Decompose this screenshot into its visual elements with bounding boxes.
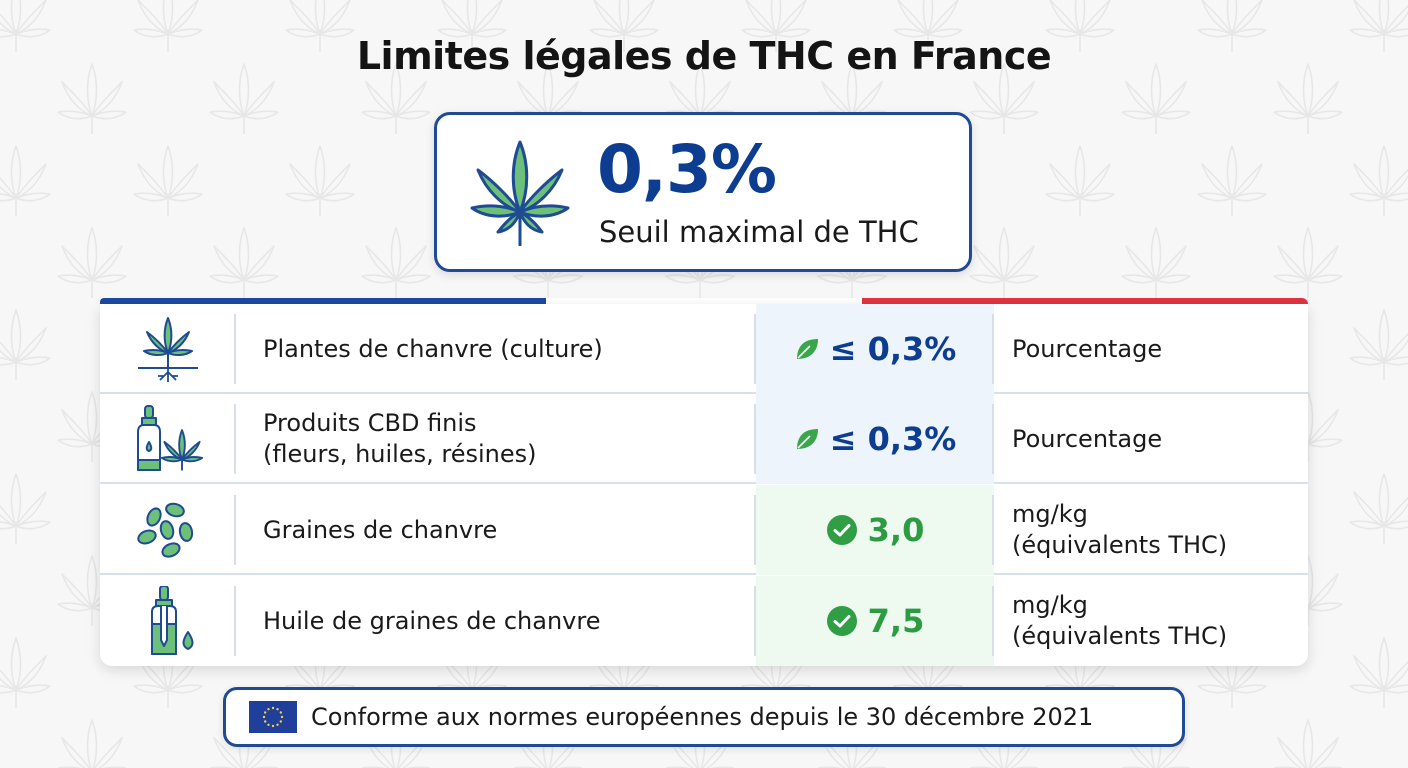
flag-stripe-red [862,298,1308,304]
cannabis-leaf-icon [470,140,570,246]
threshold-value: 0,3% [597,131,777,208]
product-label: Produits CBD finis (fleurs, huiles, rési… [263,409,537,468]
limit-value: 3,0 [756,485,994,575]
column-divider [754,495,756,565]
threshold-card: 0,3% Seuil maximal de THC [434,112,972,272]
product-label: Graines de chanvre [263,515,498,544]
limit-value-text: 3,0 [867,511,925,549]
column-divider [754,314,756,384]
unit-label: Pourcentage [1012,424,1163,453]
column-divider [234,314,236,384]
thc-limits-table: Plantes de chanvre (culture) ≤ 0,3% Pour… [100,298,1308,666]
column-divider [234,495,236,565]
unit-label: Pourcentage [1012,334,1163,363]
plant-with-roots-icon [138,317,198,382]
table-row: Plantes de chanvre (culture) ≤ 0,3% Pour… [100,304,1308,394]
unit-label: mg/kg (équivalents THC) [1012,500,1228,559]
limit-value-text: ≤ 0,3% [829,420,957,458]
threshold-label: Seuil maximal de THC [599,215,919,249]
table-row: Produits CBD finis (fleurs, huiles, rési… [100,394,1308,484]
column-divider [234,586,236,656]
table-row: Graines de chanvre 3,0 mg/kg (équivalent… [100,485,1308,575]
limit-value: ≤ 0,3% [756,304,994,394]
eu-flag-icon [249,701,297,733]
flag-stripe-blue [100,298,546,304]
limit-value-text: 7,5 [867,602,925,640]
product-label: Huile de graines de chanvre [263,606,601,635]
unit-label: mg/kg (équivalents THC) [1012,591,1228,650]
cbd-bottle-leaf-icon [137,405,204,471]
column-divider [992,314,994,384]
leaf-icon [794,426,820,452]
flag-stripe-white [546,298,862,304]
product-label: Plantes de chanvre (culture) [263,334,603,363]
leaf-icon [794,336,820,362]
check-circle-icon [826,605,858,637]
limit-value: ≤ 0,3% [756,394,994,484]
page-title: Limites légales de THC en France [356,34,1052,78]
column-divider [754,586,756,656]
oil-dropper-bottle-icon [151,586,194,655]
table-row: Huile de graines de chanvre 7,5 mg/kg (é… [100,576,1308,666]
column-divider [992,495,994,565]
eu-compliance-banner: Conforme aux normes européennes depuis l… [223,687,1185,747]
column-divider [754,404,756,474]
column-divider [992,404,994,474]
column-divider [992,586,994,656]
limit-value-text: ≤ 0,3% [829,330,957,368]
column-divider [234,404,236,474]
limit-value: 7,5 [756,576,994,666]
compliance-text: Conforme aux normes européennes depuis l… [311,703,1094,731]
check-circle-icon [826,514,858,546]
hemp-seeds-icon [137,502,194,558]
